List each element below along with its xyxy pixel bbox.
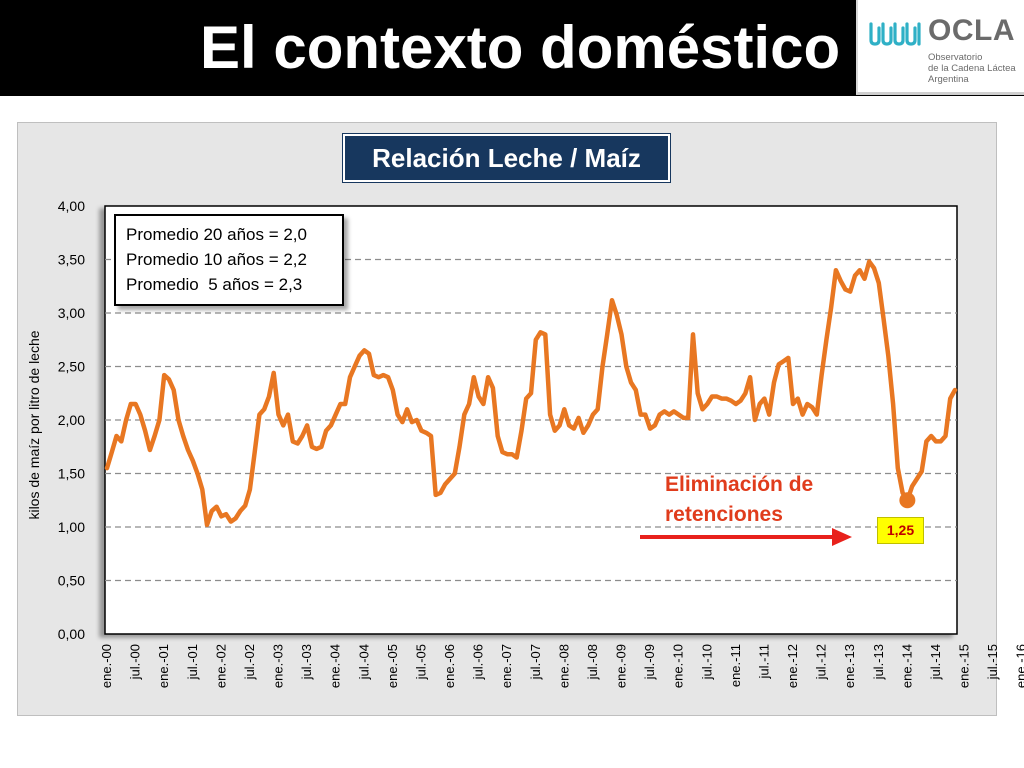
y-tick-label: 3,50 xyxy=(58,252,85,268)
x-tick-label: ene.-13 xyxy=(842,644,857,688)
logo-line-1: Observatorio xyxy=(928,52,983,63)
event-annotation-line-1: Eliminación de xyxy=(665,473,814,496)
y-tick-label: 1,00 xyxy=(58,519,85,535)
x-tick-label: jul.-13 xyxy=(871,644,886,680)
x-tick-label: jul.-06 xyxy=(471,644,486,680)
chart-title: Relación Leche / Maíz xyxy=(342,133,671,183)
ocla-logo: OCLA Observatorio de la Cadena Láctea Ar… xyxy=(856,0,1024,95)
x-tick-label: ene.-02 xyxy=(213,644,228,688)
x-tick-label: jul.-15 xyxy=(985,644,1000,680)
final-value-label: 1,25 xyxy=(877,517,924,544)
x-tick-label: jul.-10 xyxy=(699,644,714,680)
x-tick-label: jul.-14 xyxy=(928,644,943,680)
x-tick-label: jul.-09 xyxy=(642,644,657,680)
x-tick-label: ene.-12 xyxy=(785,644,800,688)
x-tick-label: ene.-00 xyxy=(99,644,114,688)
final-value-marker xyxy=(899,492,916,509)
logo-line-3: Argentina xyxy=(928,74,969,85)
event-annotation-line-2: retenciones xyxy=(665,503,783,526)
x-tick-label: jul.-04 xyxy=(356,644,371,680)
y-tick-label: 2,50 xyxy=(58,359,85,375)
x-tick-label: ene.-11 xyxy=(728,644,743,687)
x-tick-label: jul.-12 xyxy=(814,644,829,680)
average-10-years: Promedio 10 años = 2,2 xyxy=(126,250,307,269)
x-tick-label: jul.-08 xyxy=(585,644,600,680)
x-tick-label: ene.-15 xyxy=(957,644,972,688)
x-tick-label: ene.-01 xyxy=(156,644,171,688)
x-tick-label: ene.-16 xyxy=(1014,644,1024,688)
x-tick-label: jul.-02 xyxy=(242,644,257,680)
y-axis-label: kilos de maíz por litro de leche xyxy=(26,330,42,520)
x-tick-label: jul.-01 xyxy=(185,644,200,680)
x-tick-label: ene.-09 xyxy=(614,644,629,688)
y-tick-label: 1,50 xyxy=(58,466,85,482)
average-20-years: Promedio 20 años = 2,0 xyxy=(126,225,307,244)
x-tick-label: jul.-03 xyxy=(299,644,314,680)
x-tick-label: jul.-11 xyxy=(756,644,771,679)
header-bar xyxy=(0,0,1024,96)
logo-name: OCLA xyxy=(928,14,1015,47)
x-tick-label: ene.-08 xyxy=(556,644,571,688)
x-tick-label: ene.-06 xyxy=(442,644,457,688)
x-tick-label: ene.-10 xyxy=(671,644,686,688)
x-tick-label: ene.-07 xyxy=(499,644,514,688)
y-tick-label: 2,00 xyxy=(58,412,85,428)
logo-line-2: de la Cadena Láctea xyxy=(928,63,1016,74)
x-tick-label: ene.-04 xyxy=(328,644,343,688)
averages-box: Promedio 20 años = 2,0 Promedio 10 años … xyxy=(114,214,344,306)
y-tick-label: 0,00 xyxy=(58,626,85,642)
event-annotation: Eliminación de retenciones xyxy=(665,470,865,530)
x-tick-label: ene.-05 xyxy=(385,644,400,688)
y-tick-label: 4,00 xyxy=(58,198,85,214)
x-tick-label: ene.-14 xyxy=(899,644,914,688)
series-line xyxy=(104,259,958,528)
slide-title: El contexto doméstico xyxy=(200,14,841,81)
ocla-logo-icon xyxy=(869,22,921,46)
event-arrow-head xyxy=(832,528,852,546)
y-tick-label: 3,00 xyxy=(58,305,85,321)
y-tick-label: 0,50 xyxy=(58,573,85,589)
x-tick-label: jul.-00 xyxy=(128,644,143,680)
average-5-years: Promedio 5 años = 2,3 xyxy=(126,275,303,294)
x-tick-label: jul.-07 xyxy=(528,644,543,680)
x-tick-label: jul.-05 xyxy=(413,644,428,680)
x-tick-label: ene.-03 xyxy=(271,644,286,688)
